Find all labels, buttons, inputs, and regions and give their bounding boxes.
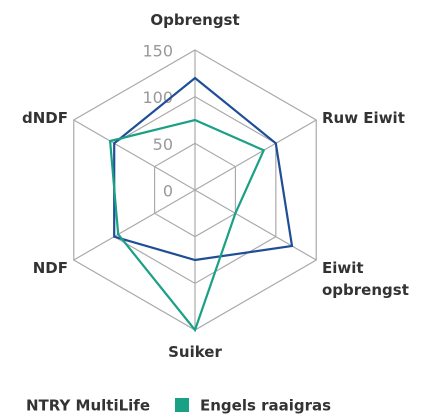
legend-label: NTRY MultiLife [26,397,150,415]
r-tick-label: 100 [142,88,173,107]
series-line [108,118,266,333]
spoke [194,189,317,261]
legend-swatch [175,398,189,412]
spoke [73,189,196,261]
axis-label: NDF [32,259,68,277]
r-tick-label: 150 [142,42,173,61]
axis-label: dNDF [22,109,68,127]
series-line [113,76,294,262]
axis-label: Eiwit opbrengst [322,259,409,299]
legend-label: Engels raaigras [200,397,331,415]
r-tick-label: 50 [153,135,173,154]
axis-label: Ruw Eiwit [322,109,405,127]
spoke [194,119,317,191]
axis-label: Suiker [168,343,222,361]
spoke [73,119,196,191]
r-tick-label: 0 [163,182,173,201]
axis-label: Opbrengst [150,11,240,29]
